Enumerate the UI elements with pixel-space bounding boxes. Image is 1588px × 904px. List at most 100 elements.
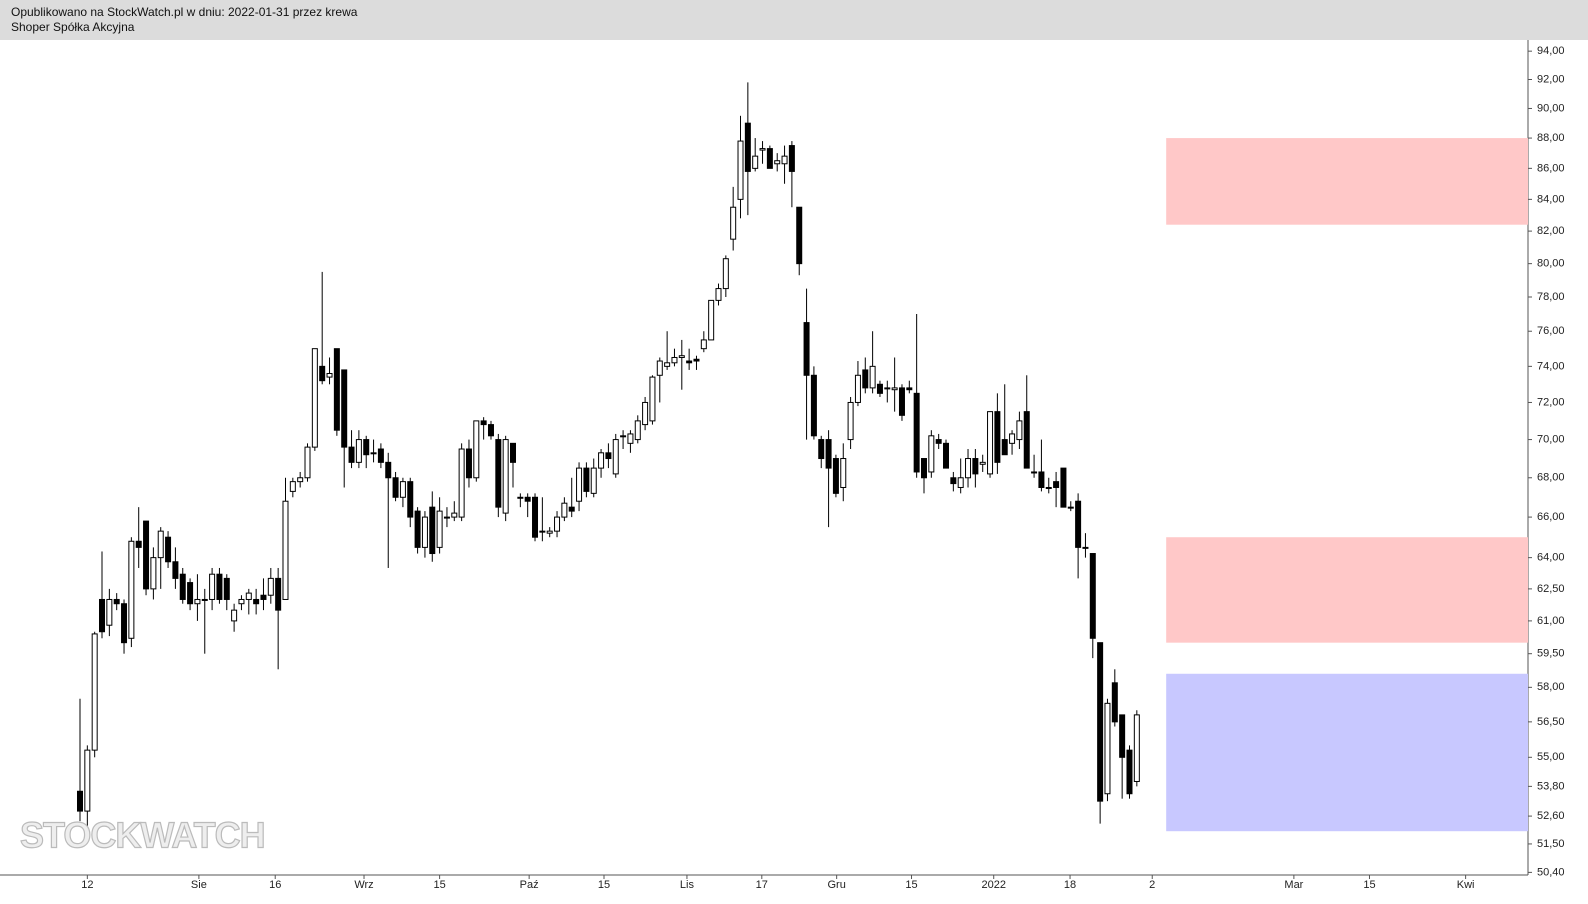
y-tick-label: 55,00 <box>1537 751 1565 763</box>
candle-body <box>458 448 465 518</box>
candle-body <box>737 140 744 200</box>
candle-body <box>1119 714 1126 758</box>
candle-body <box>76 790 83 812</box>
candle-body <box>862 369 869 389</box>
x-tick-label: 18 <box>1064 879 1076 891</box>
candle-body <box>539 530 546 533</box>
candle-body <box>796 206 803 265</box>
y-tick-label: 74,00 <box>1537 360 1565 372</box>
candle-body <box>678 355 685 358</box>
candle-body <box>209 573 216 600</box>
candle-body <box>744 122 751 172</box>
x-tick-label: 17 <box>756 879 768 891</box>
y-tick-label: 90,00 <box>1537 102 1565 114</box>
candle-body <box>517 496 524 499</box>
candle-body <box>913 392 920 473</box>
candle-body <box>840 458 847 488</box>
x-tick-label: 15 <box>433 879 445 891</box>
candle-body <box>1097 642 1104 802</box>
x-tick-label: 15 <box>905 879 917 891</box>
candle-body <box>532 496 539 538</box>
x-tick-label: 15 <box>598 879 610 891</box>
candle-body <box>1031 471 1038 474</box>
candle-body <box>634 420 641 441</box>
candle-body <box>1009 433 1016 444</box>
candle-body <box>231 609 238 622</box>
candle-body <box>1053 481 1060 488</box>
y-tick-label: 52,60 <box>1537 810 1565 822</box>
header-subtitle: Shoper Spółka Akcyjna <box>11 20 135 34</box>
candle-body <box>341 369 348 448</box>
candle-body <box>238 598 245 605</box>
candle-body <box>590 467 597 494</box>
candle-body <box>172 561 179 579</box>
candle-body <box>179 573 186 600</box>
candle-body <box>91 633 98 751</box>
x-tick-label: Paź <box>520 879 539 891</box>
candle-body <box>1045 486 1052 489</box>
y-tick-label: 84,00 <box>1537 193 1565 205</box>
candle-body <box>708 299 715 341</box>
candle-body <box>201 598 208 601</box>
candle-body <box>429 506 436 555</box>
candle-body <box>223 577 230 600</box>
candle-body <box>965 458 972 479</box>
y-tick-label: 88,00 <box>1537 132 1565 144</box>
candle-body <box>810 374 817 437</box>
candle-body <box>245 592 252 600</box>
candle-body <box>568 506 575 512</box>
candle-body <box>348 446 355 463</box>
candle-body <box>928 435 935 473</box>
candle-body <box>451 512 458 518</box>
candle-body <box>253 598 260 605</box>
candle-body <box>473 420 480 479</box>
candle-body <box>1126 749 1133 795</box>
candle-body <box>825 439 832 469</box>
y-tick-label: 94,00 <box>1537 45 1565 57</box>
candle-body <box>304 446 311 479</box>
candle-body <box>150 557 157 590</box>
y-tick-label: 51,50 <box>1537 838 1565 850</box>
candle-body <box>752 155 759 169</box>
y-tick-label: 80,00 <box>1537 258 1565 270</box>
candle-body <box>898 387 905 416</box>
candle-body <box>165 536 172 563</box>
candle-body <box>121 603 128 644</box>
candle-body <box>605 452 612 460</box>
candle-body <box>715 288 722 301</box>
watermark: STOCKWATCH <box>20 815 265 856</box>
candle-body <box>700 339 707 350</box>
candle-body <box>979 461 986 465</box>
candle-body <box>407 481 414 518</box>
y-tick-label: 61,00 <box>1537 615 1565 627</box>
candle-body <box>377 448 384 463</box>
x-tick-label: 2 <box>1149 879 1155 891</box>
candle-body <box>576 467 583 502</box>
y-tick-label: 76,00 <box>1537 325 1565 337</box>
candle-body <box>392 477 399 498</box>
x-tick-label: 16 <box>269 879 281 891</box>
candle-body <box>1001 439 1008 456</box>
candle-body <box>1082 546 1089 549</box>
y-tick-label: 62,50 <box>1537 583 1565 595</box>
candle-body <box>326 372 333 378</box>
candle-body <box>1038 471 1045 488</box>
candle-body <box>972 458 979 475</box>
x-tick-label: Mar <box>1284 879 1303 891</box>
candle-body <box>106 598 113 626</box>
header-line: Opublikowano na StockWatch.pl w dniu: 20… <box>11 5 358 19</box>
candle-body <box>319 365 326 382</box>
candle-body <box>693 358 700 362</box>
candle-body <box>803 322 810 376</box>
candle-body <box>994 411 1001 463</box>
candle-body <box>480 420 487 426</box>
candle-body <box>385 461 392 479</box>
candle-body <box>311 348 318 448</box>
candle-body <box>774 160 781 165</box>
candle-body <box>832 458 839 494</box>
y-tick-label: 50,40 <box>1537 866 1565 878</box>
y-tick-label: 68,00 <box>1537 472 1565 484</box>
y-tick-label: 72,00 <box>1537 396 1565 408</box>
candle-body <box>84 749 91 812</box>
